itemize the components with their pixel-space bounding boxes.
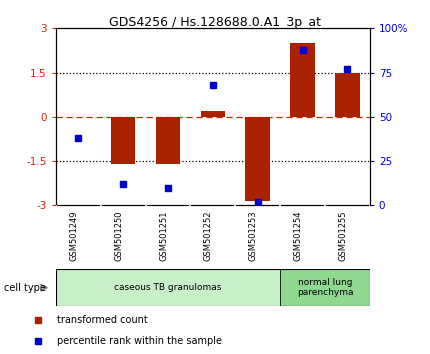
Text: percentile rank within the sample: percentile rank within the sample <box>57 336 221 346</box>
Text: caseous TB granulomas: caseous TB granulomas <box>114 283 222 292</box>
Text: normal lung
parenchyma: normal lung parenchyma <box>297 278 353 297</box>
Text: GSM501252: GSM501252 <box>204 210 213 261</box>
Text: GSM501255: GSM501255 <box>338 210 347 261</box>
Text: GSM501254: GSM501254 <box>294 210 303 261</box>
Text: GSM501249: GSM501249 <box>69 210 78 261</box>
Bar <box>200 111 225 117</box>
Text: GSM501253: GSM501253 <box>249 210 258 261</box>
Text: GSM501250: GSM501250 <box>114 210 123 261</box>
Bar <box>280 269 370 306</box>
Text: transformed count: transformed count <box>57 315 147 325</box>
Bar <box>335 73 360 117</box>
Text: GDS4256 / Hs.128688.0.A1_3p_at: GDS4256 / Hs.128688.0.A1_3p_at <box>109 16 321 29</box>
Text: cell type: cell type <box>4 282 46 293</box>
Bar <box>246 117 270 201</box>
Text: GSM501251: GSM501251 <box>159 210 168 261</box>
Bar <box>290 43 315 117</box>
Bar <box>56 269 280 306</box>
Bar <box>156 117 180 164</box>
Bar <box>111 117 135 164</box>
